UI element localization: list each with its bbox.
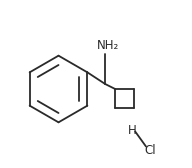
Text: H: H — [128, 124, 137, 137]
Text: Cl: Cl — [144, 144, 156, 157]
Text: NH₂: NH₂ — [97, 39, 120, 52]
